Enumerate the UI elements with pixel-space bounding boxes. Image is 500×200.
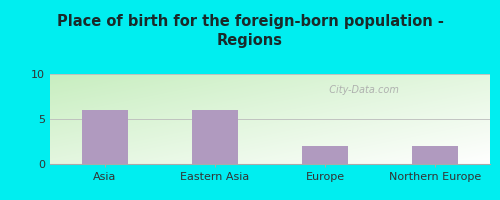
Bar [82,110,128,164]
Bar [192,110,238,164]
Bar [412,146,458,164]
Text: City-Data.com: City-Data.com [323,85,398,95]
Text: Place of birth for the foreign-born population -
Regions: Place of birth for the foreign-born popu… [56,14,444,48]
Bar [302,146,348,164]
